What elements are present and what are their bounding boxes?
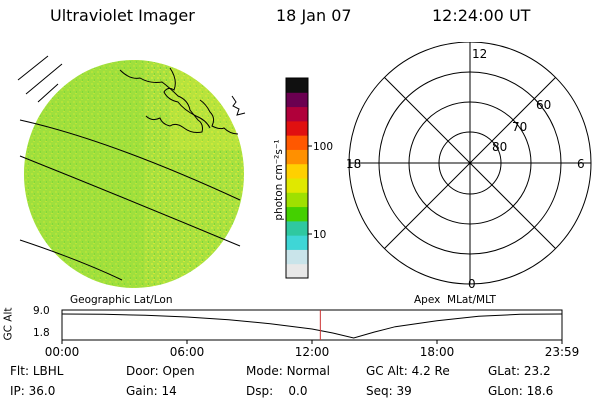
timeline-frame: [61, 309, 563, 341]
date-label: 18 Jan 07: [276, 6, 352, 25]
colorbar-cell: [286, 106, 308, 122]
colorbar-cell: [286, 206, 308, 222]
colorbar-unit-label: photon cm⁻²s⁻¹: [273, 139, 285, 221]
glat-value: 23.2: [523, 364, 551, 378]
coastline: [199, 99, 239, 135]
gcalt-label: GC Alt:: [366, 364, 408, 378]
x-tick-label: 00:00: [44, 345, 80, 359]
ip-value: 36.0: [28, 384, 56, 398]
mlt-label-6: 6: [577, 157, 585, 171]
gcalt-value: 4.2 Re: [411, 364, 450, 378]
lat-label-60: 60: [536, 98, 552, 112]
colorbar-cell: [286, 220, 308, 236]
colorbar-cell: [286, 135, 308, 150]
colorbar-cell: [286, 178, 308, 193]
mlt-label-12: 12: [472, 47, 488, 61]
altitude-timeline-chart: [61, 309, 563, 344]
colorbar-cell: [286, 149, 308, 165]
apex-panel-label: Apex MLat/MLT: [414, 294, 496, 306]
gain-value: 14: [161, 384, 177, 398]
glat-label: GLat:: [488, 364, 521, 378]
y-tick-low: 1.8: [33, 327, 50, 339]
dsp-label: Dsp:: [246, 384, 274, 398]
ip-label: IP:: [10, 384, 25, 398]
polar-mlat-mlt-plot: [348, 42, 592, 285]
colorbar-tick-100: 100: [313, 141, 334, 153]
glon-label: GLon:: [488, 384, 523, 398]
mode-value: Normal: [286, 364, 330, 378]
gain-label: Gain:: [126, 384, 158, 398]
colorbar-cell: [286, 92, 308, 108]
latitude-line: [19, 119, 241, 201]
coastline: [17, 55, 63, 103]
lat-label-80: 80: [492, 140, 508, 154]
y-axis-label: GC Alt: [2, 307, 15, 341]
latitude-line: [19, 239, 123, 281]
coastline: [119, 69, 203, 133]
geographic-panel-label: Geographic Lat/Lon: [70, 294, 173, 306]
seq-label: Seq:: [366, 384, 393, 398]
colorbar-cell: [286, 78, 308, 93]
coastline: [163, 67, 211, 129]
time-label: 12:24:00 UT: [432, 6, 531, 25]
mlt-label-18: 18: [346, 157, 362, 171]
mlt-label-0: 0: [468, 277, 476, 291]
colorbar: [285, 77, 312, 279]
lat-label-70: 70: [512, 120, 528, 134]
door-label: Door:: [126, 364, 159, 378]
colorbar-cell: [286, 249, 308, 265]
glon-value: 18.6: [526, 384, 554, 398]
colorbar-cell: [286, 235, 308, 250]
colorbar-cell: [286, 120, 308, 136]
door-value: Open: [162, 364, 195, 378]
colorbar-cell: [286, 263, 308, 279]
dsp-value: 0.0: [288, 384, 308, 398]
coastline: [231, 95, 246, 116]
colorbar-tick-10: 10: [313, 229, 327, 241]
x-tick-marks: [61, 340, 563, 344]
colorbar-cell: [286, 192, 308, 208]
x-tick-label: 18:00: [419, 345, 455, 359]
seq-value: 39: [396, 384, 412, 398]
x-tick-label: 06:00: [169, 345, 205, 359]
mode-label: Mode:: [246, 364, 283, 378]
x-tick-label: 23:59: [544, 345, 580, 359]
flt-label: Flt:: [10, 364, 29, 378]
globe-disk: [24, 60, 244, 288]
instrument-title: Ultraviolet Imager: [50, 6, 195, 25]
flt-value: LBHL: [32, 364, 64, 378]
geographic-globe-panel: [17, 55, 246, 288]
x-tick-label: 12:00: [294, 345, 330, 359]
altitude-series-line: [61, 313, 563, 339]
y-tick-high: 9.0: [33, 305, 50, 317]
latitude-line: [19, 155, 241, 247]
polar-diagonal: [384, 77, 556, 249]
colorbar-cell: [286, 163, 308, 179]
